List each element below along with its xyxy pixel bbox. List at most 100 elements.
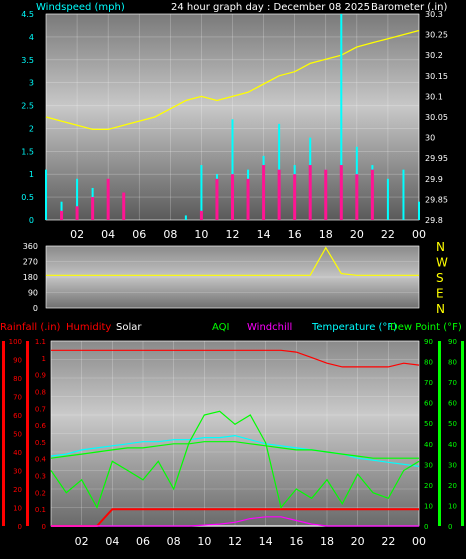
x-tick-label: 02 <box>70 228 84 241</box>
temp-humidity-series <box>50 349 420 527</box>
direction-tick-label: 270 <box>23 258 38 267</box>
rainfall-tick-label: 1.1 <box>35 338 46 346</box>
humidity-tick-label: 90 <box>13 357 22 365</box>
barometer-tick-label: 30 <box>425 134 435 143</box>
windspeed-tick-label: 4 <box>29 33 34 42</box>
chart-title: 24 hour graph day : December 08 2025 <box>171 2 370 13</box>
humidity-tick-label: 70 <box>13 394 22 402</box>
x-tick-label: 16 <box>289 535 303 548</box>
barometer-tick-label: 30.15 <box>425 72 448 81</box>
rainfall-tick-label: 0.3 <box>35 473 46 481</box>
legend-entry: Solar <box>116 322 142 333</box>
temp-humidity-plot-area <box>50 340 420 527</box>
temperature-tick-label: 40 <box>424 441 433 449</box>
barometer-tick-label: 29.95 <box>425 154 448 163</box>
compass-letter: W <box>436 256 448 270</box>
humidity-axis-bar <box>2 341 5 526</box>
x-tick-label: 20 <box>351 535 365 548</box>
windspeed-tick-label: 2 <box>29 124 34 133</box>
dewpoint-tick-label: 50 <box>448 420 457 428</box>
dewpoint-axis-bar <box>461 341 464 526</box>
legend-entry: Windchill <box>247 322 292 333</box>
direction-tick-label: 360 <box>23 242 38 251</box>
humidity-tick-label: 30 <box>13 468 22 476</box>
wind-direction-line <box>46 246 419 276</box>
rainfall-tick-label: 0 <box>42 523 46 531</box>
temperature-tick-label: 20 <box>424 482 433 490</box>
rainfall-tick-label: 0.6 <box>35 422 47 430</box>
x-tick-label: 22 <box>381 228 395 241</box>
humidity-tick-label: 0 <box>18 523 22 531</box>
humidity-tick-label: 10 <box>13 505 22 513</box>
x-tick-label: 00 <box>412 535 426 548</box>
wind-direction-grid <box>46 245 419 309</box>
x-tick-label: 14 <box>259 535 273 548</box>
temperature-tick-label: 60 <box>424 400 433 408</box>
legend-entry: Rainfall (.in) <box>0 322 61 333</box>
wind-direction-plot-area <box>45 245 420 309</box>
humidity-line <box>51 349 420 368</box>
compass-letter: N <box>436 302 445 316</box>
windspeed-axis-label: Windspeed (mph) <box>36 2 125 13</box>
compass-letter: E <box>436 287 444 301</box>
humidity-tick-label: 60 <box>13 412 22 420</box>
temperature-axis-bar <box>438 341 441 526</box>
temperature-tick-label: 90 <box>424 338 433 346</box>
temperature-tick-label: 10 <box>424 502 433 510</box>
windspeed-tick-label: 0.5 <box>21 193 34 202</box>
x-tick-label: 06 <box>136 535 150 548</box>
rainfall-tick-label: 1 <box>42 355 46 363</box>
barometer-axis-label: Barometer (.in) <box>371 2 447 13</box>
barometer-line <box>45 29 420 131</box>
barometer-tick-label: 29.8 <box>425 216 443 225</box>
barometer-tick-label: 29.9 <box>425 175 443 184</box>
temperature-tick-label: 0 <box>424 523 428 531</box>
humidity-tick-label: 80 <box>13 375 22 383</box>
temperature-tick-label: 80 <box>424 359 433 367</box>
direction-tick-label: 0 <box>33 304 38 313</box>
temp-humidity-grid <box>51 340 420 527</box>
windspeed-tick-label: 1.5 <box>21 147 34 156</box>
windspeed-tick-label: 0 <box>29 216 34 225</box>
x-tick-label: 10 <box>197 535 211 548</box>
dewpoint-tick-label: 30 <box>448 461 457 469</box>
barometer-tick-label: 30.05 <box>425 113 448 122</box>
barometer-tick-label: 30.2 <box>425 51 443 60</box>
wind-direction-series <box>46 246 419 276</box>
direction-tick-label: 180 <box>23 273 38 282</box>
x-tick-label: 10 <box>194 228 208 241</box>
dew_point-line <box>50 441 419 459</box>
rainfall-tick-label: 0.2 <box>35 489 46 497</box>
dewpoint-tick-label: 60 <box>448 400 457 408</box>
rainfall-tick-label: 0.7 <box>35 405 46 413</box>
compass-letter: S <box>436 271 444 285</box>
x-tick-label: 16 <box>288 228 302 241</box>
x-tick-label: 02 <box>75 535 89 548</box>
dewpoint-tick-label: 80 <box>448 359 457 367</box>
x-tick-label: 12 <box>226 228 240 241</box>
rainfall-tick-label: 0.1 <box>35 506 46 514</box>
windspeed-tick-label: 3 <box>29 79 34 88</box>
x-tick-label: 00 <box>412 228 426 241</box>
direction-tick-label: 90 <box>28 289 38 298</box>
legend-entry: Humidity <box>66 322 111 333</box>
x-tick-label: 12 <box>228 535 242 548</box>
aqi-line <box>50 410 420 509</box>
windspeed-tick-label: 2.5 <box>21 102 34 111</box>
x-tick-label: 04 <box>101 228 115 241</box>
temp-humidity-axes: 02 04 06 08 10 12 14 16 18 20 22 000102030405060708… <box>2 338 464 548</box>
x-tick-label: 04 <box>105 535 119 548</box>
x-tick-label: 20 <box>350 228 364 241</box>
wind-pressure-axes: 02 04 06 08 10 12 14 16 18 20 22 0000.511.522.533.5… <box>21 10 448 241</box>
legend-entry: AQI <box>212 322 230 333</box>
rainfall-tick-label: 0.5 <box>35 439 46 447</box>
temp-humidity-legend: Rainfall (.in) Humidity Solar AQI Windchill T… <box>0 322 462 333</box>
dewpoint-tick-label: 20 <box>448 482 457 490</box>
barometer-tick-label: 30.25 <box>425 31 448 40</box>
temperature-tick-label: 70 <box>424 379 433 387</box>
legend-entry: Temperature (°F) <box>311 322 397 333</box>
dewpoint-tick-label: 90 <box>448 338 457 346</box>
barometer-tick-label: 30.1 <box>425 92 443 101</box>
